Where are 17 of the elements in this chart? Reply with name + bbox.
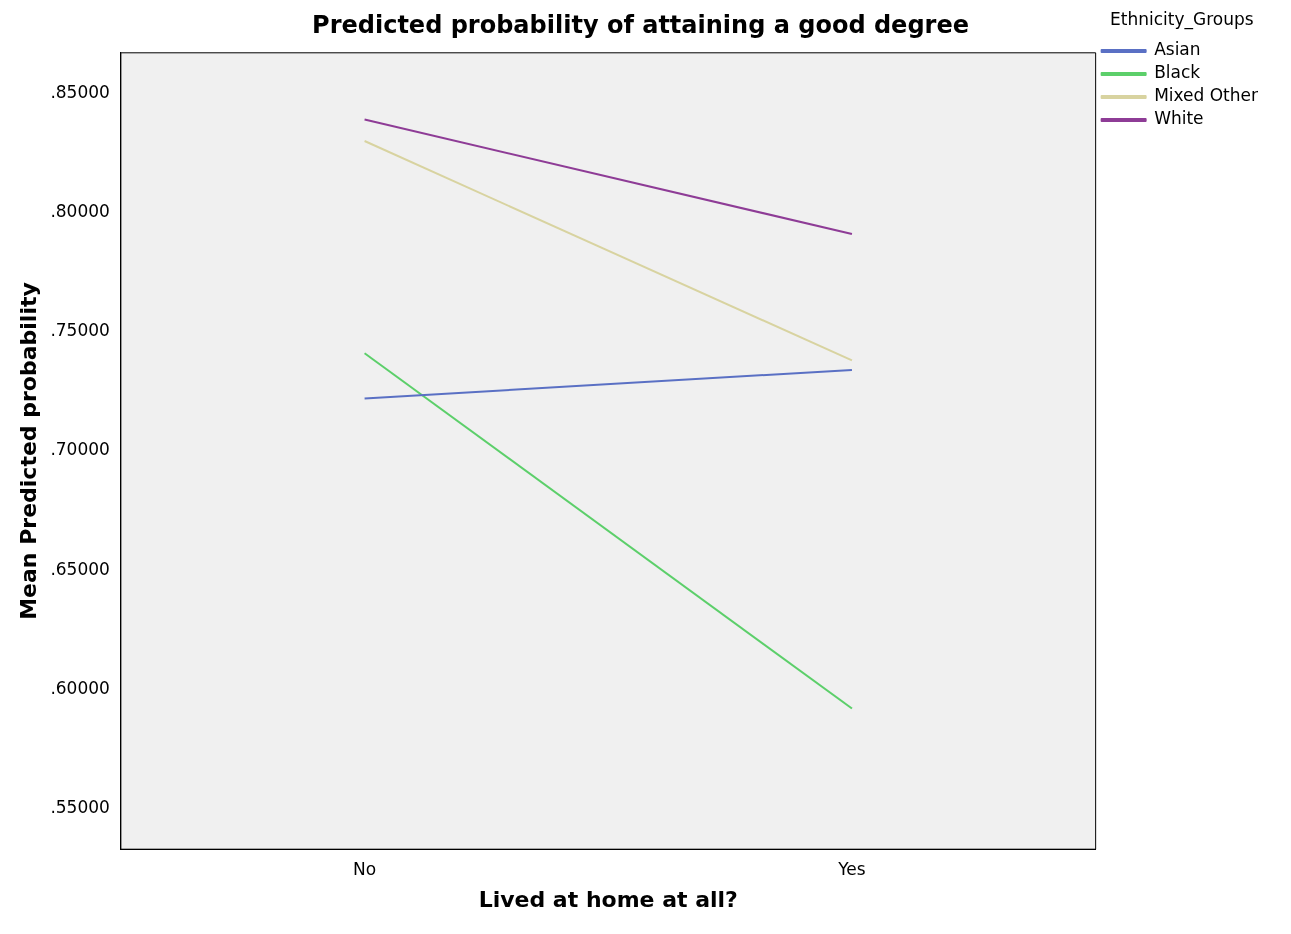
y-tick-label: .75000 [50,320,110,341]
y-tick-label: .85000 [50,81,110,102]
legend-label: White [1154,108,1204,129]
x-tick-label: No [353,858,377,879]
legend-label: Mixed Other [1154,85,1259,106]
legend-label: Asian [1154,39,1201,60]
y-tick-label: .55000 [50,797,110,818]
y-tick-label: .65000 [50,558,110,579]
y-tick-label: .80000 [50,200,110,221]
y-tick-label: .60000 [50,677,110,698]
legend-title: Ethnicity_Groups [1110,8,1254,30]
x-axis-title: Lived at home at all? [478,886,738,912]
x-tick-label: Yes [837,858,866,879]
chart-title: Predicted probability of attaining a good degree [312,10,969,39]
y-tick-label: .70000 [50,439,110,460]
legend-label: Black [1154,62,1201,83]
y-axis-title: Mean Predicted probability [15,282,41,620]
